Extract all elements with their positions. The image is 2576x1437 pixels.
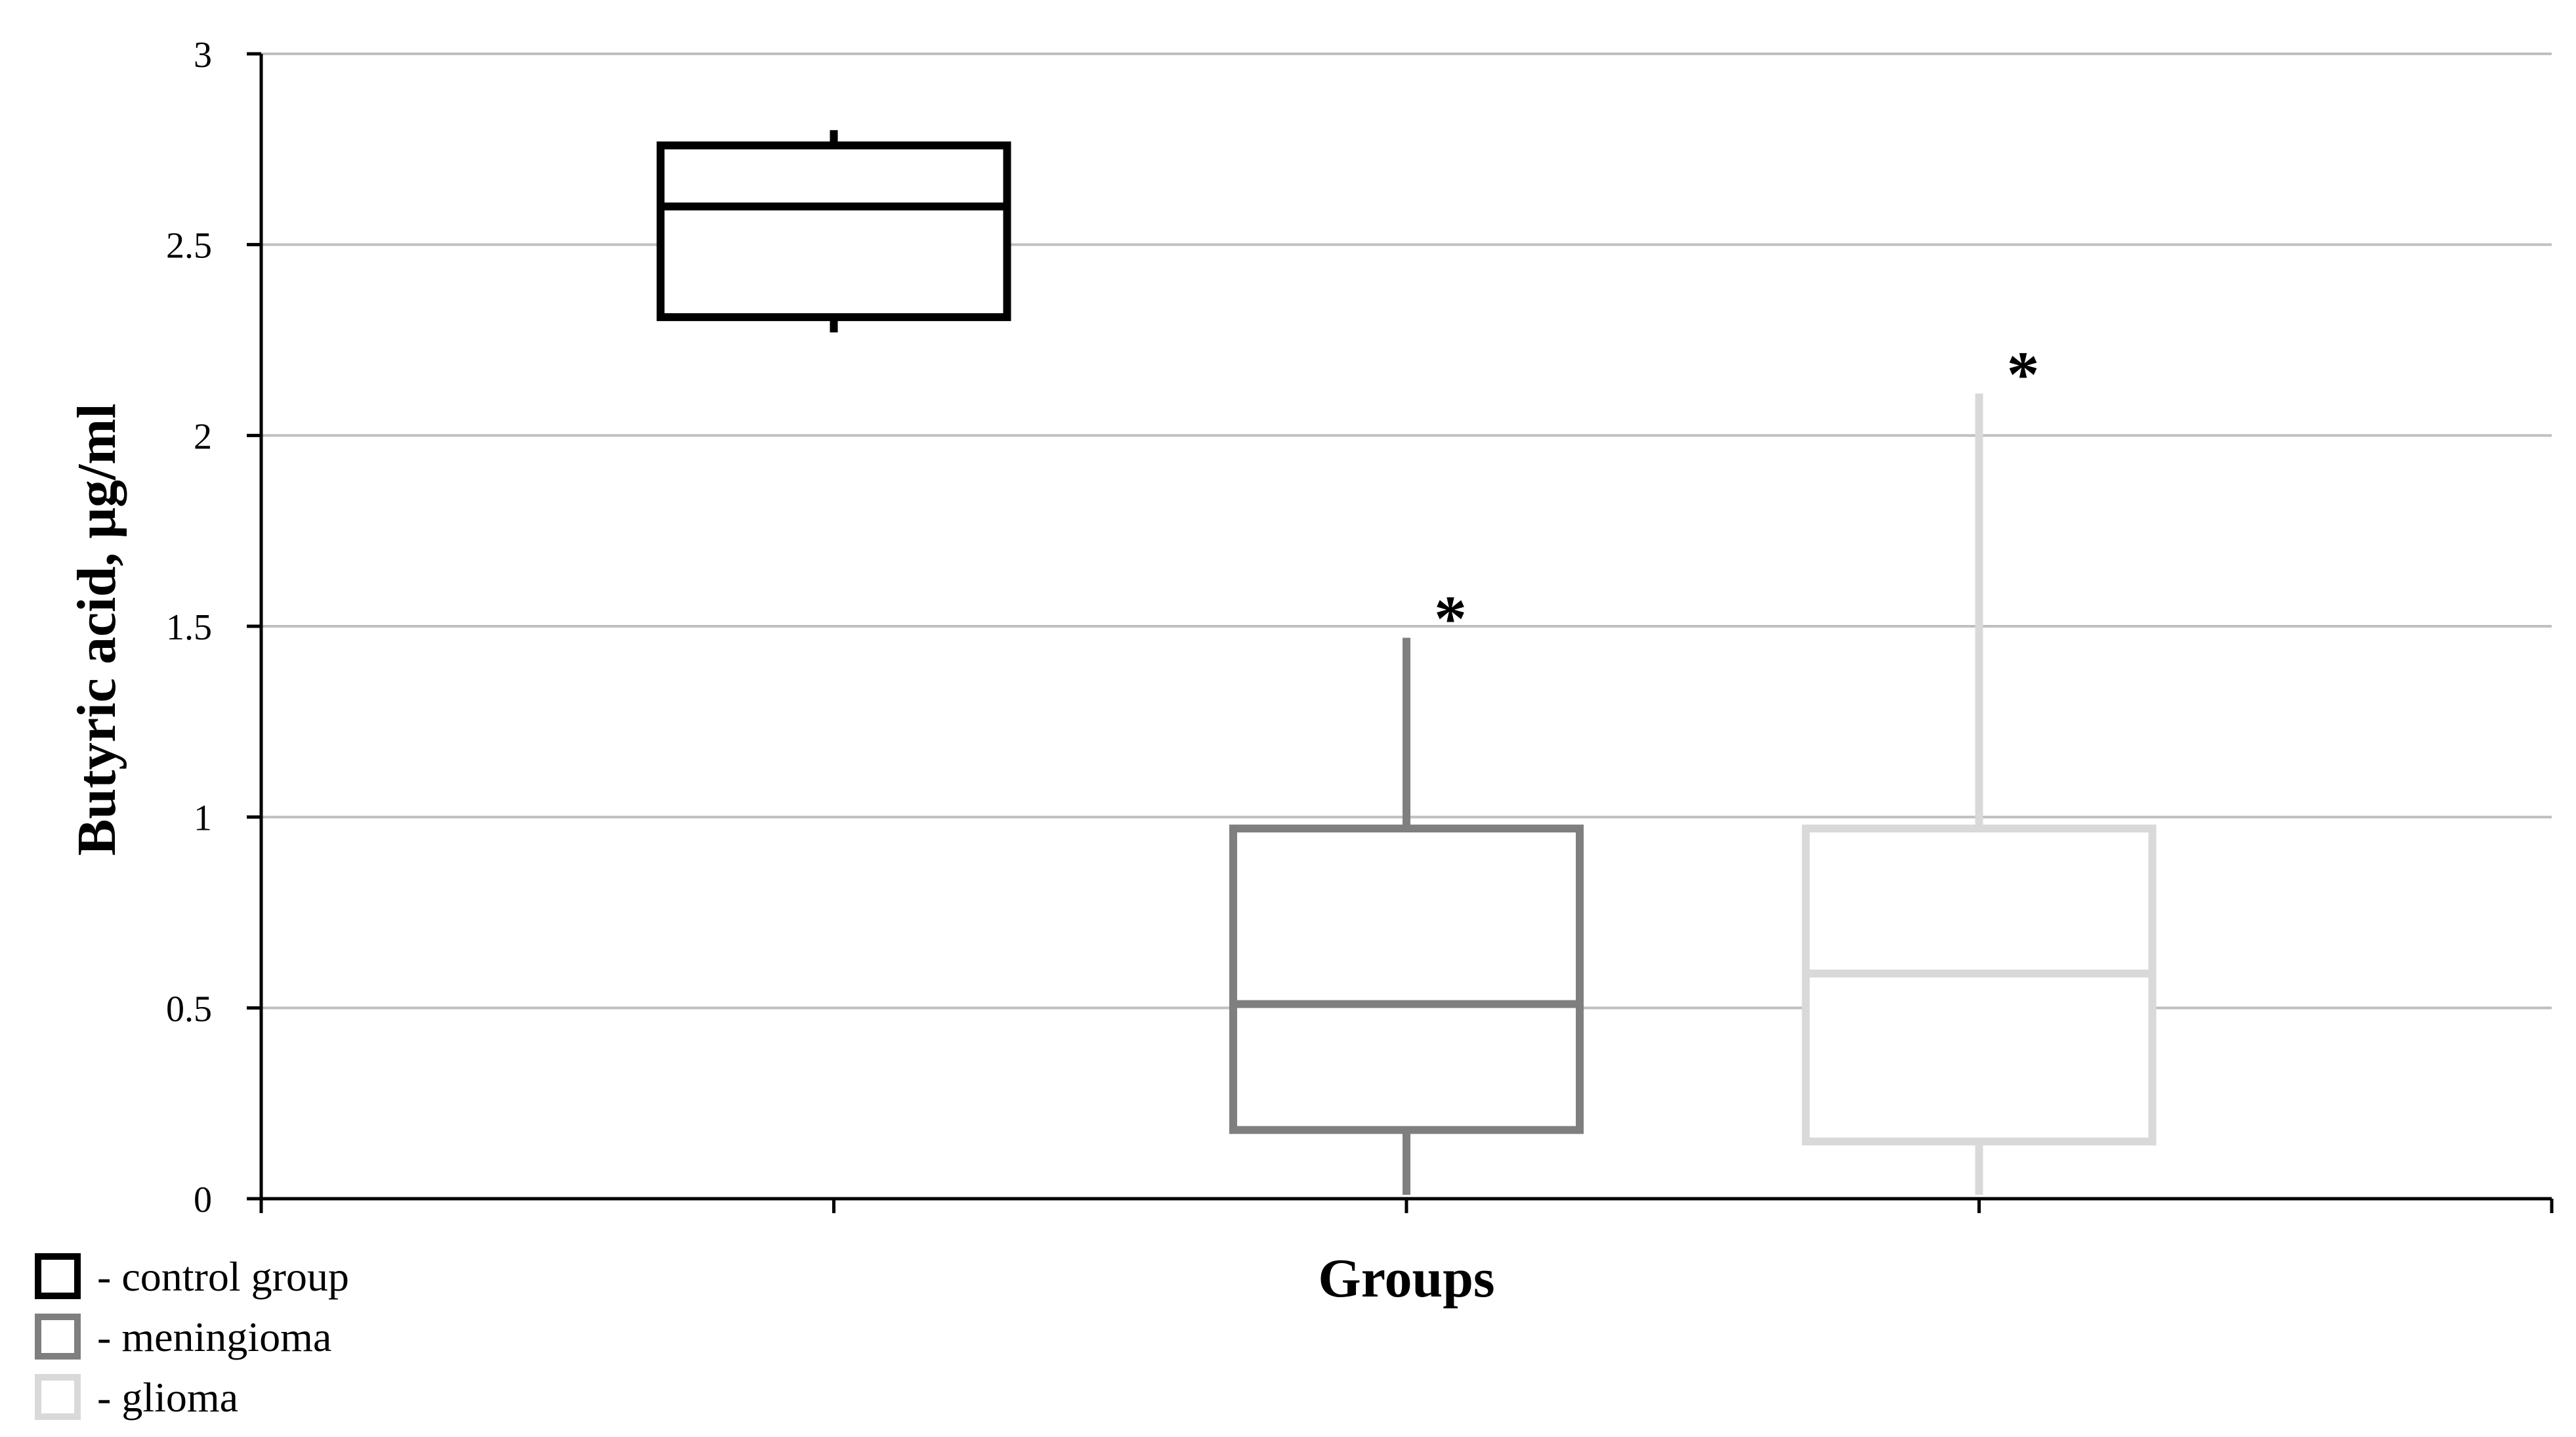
x-axis-title: Groups — [1318, 1248, 1494, 1309]
legend-item: - glioma — [35, 1374, 238, 1421]
y-tick-label: 1.5 — [166, 607, 212, 648]
y-tick-label: 3 — [194, 35, 212, 75]
y-tick-label: 2.5 — [166, 226, 212, 267]
box-2: * — [1229, 582, 1584, 1195]
legend: - control group - meningioma - glioma — [35, 1253, 349, 1421]
legend-swatch — [35, 1314, 81, 1360]
legend-label: - control group — [97, 1253, 349, 1300]
legend-swatch — [35, 1374, 81, 1420]
legend-swatch — [35, 1253, 81, 1299]
legend-label: - glioma — [97, 1374, 238, 1421]
legend-label: - meningioma — [97, 1314, 331, 1360]
y-tick-label: 1 — [194, 798, 212, 839]
boxes: ** — [656, 130, 2157, 1195]
box-iqr — [1229, 825, 1584, 1134]
gridlines — [261, 53, 2552, 1010]
axes — [247, 52, 2554, 1213]
box-3: * — [1802, 337, 2157, 1195]
y-axis-title: Butyric acid, μg/ml — [66, 403, 127, 855]
y-tick-label: 0 — [194, 1180, 212, 1220]
significance-marker: * — [1434, 582, 1467, 654]
y-tick-labels: 0 0.5 1 1.5 2 2.5 3 — [166, 35, 212, 1220]
legend-item: - control group — [35, 1253, 349, 1300]
box-iqr — [1802, 825, 2157, 1146]
y-tick-label: 2 — [194, 416, 212, 457]
legend-item: - meningioma — [35, 1314, 331, 1360]
y-tick-label: 0.5 — [166, 989, 212, 1029]
box-1 — [656, 130, 1011, 333]
significance-marker: * — [2007, 337, 2040, 410]
box-iqr — [656, 141, 1011, 322]
